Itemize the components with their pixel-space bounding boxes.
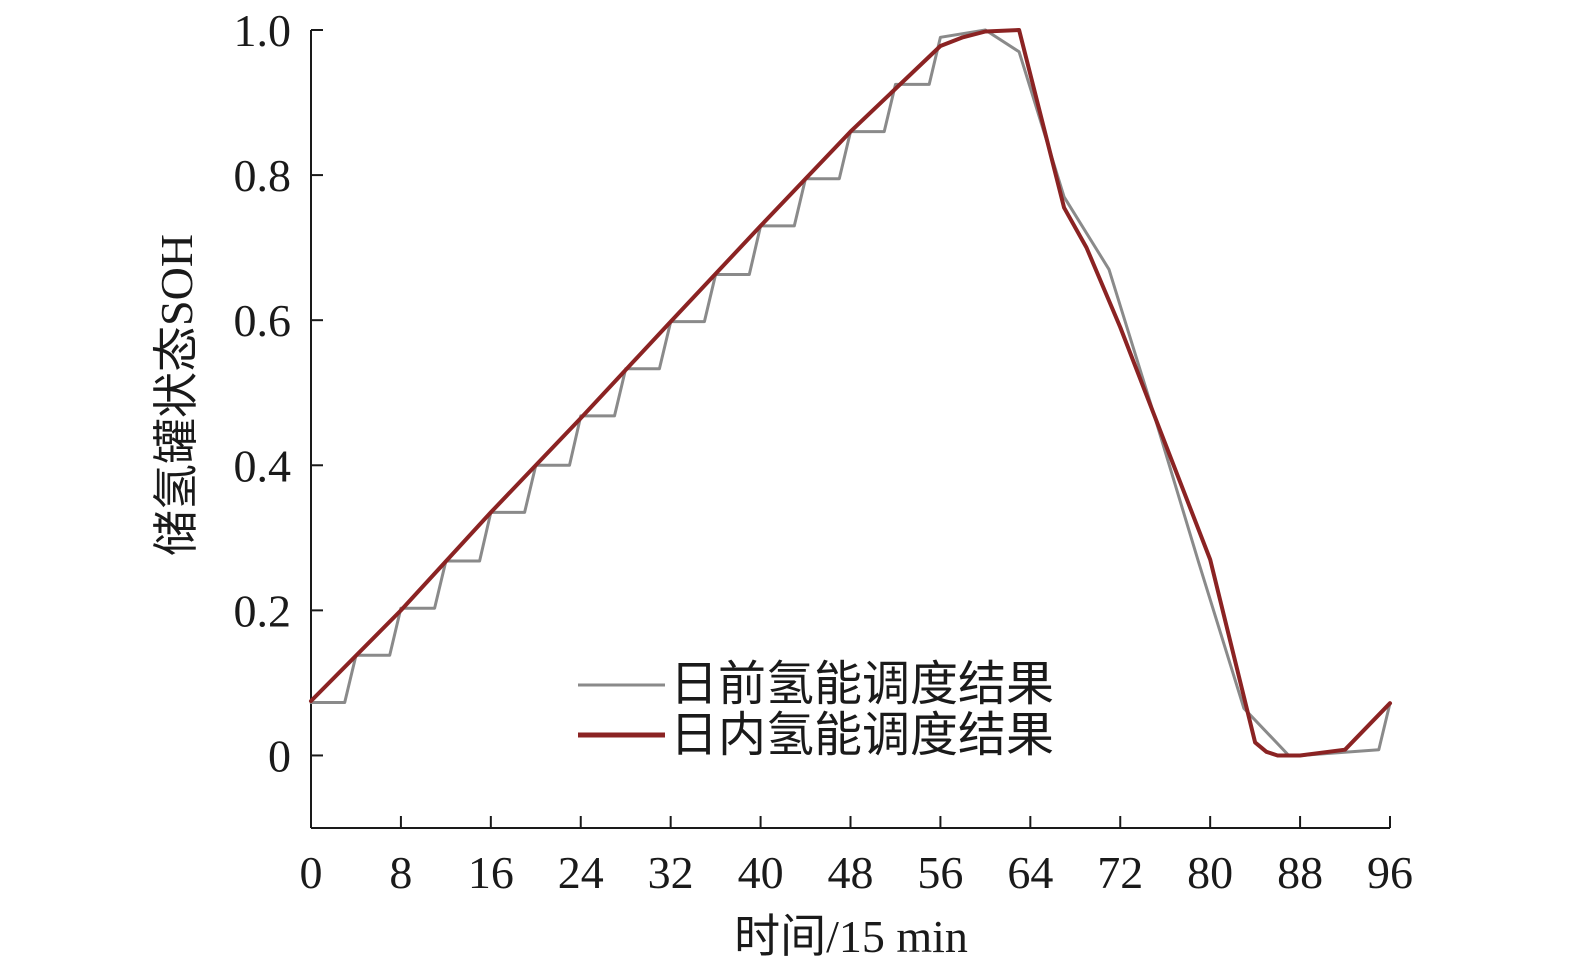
legend-label-series-1: 日内氢能调度结果 [670, 709, 1054, 762]
axes: 0 8 16 24 32 40 48 56 64 72 80 88 96 0 0.2 0.4 0.6 0.8 1.0 [234, 5, 1414, 898]
y-tick-label: 0.8 [234, 150, 292, 201]
legend: 日前氢能调度结果 日内氢能调度结果 [578, 658, 1054, 762]
x-tick-label: 40 [738, 847, 784, 898]
series-layer [309, 28, 1392, 758]
x-tick-label: 88 [1277, 847, 1323, 898]
series-line-1 [309, 28, 1392, 758]
series-line-0 [309, 28, 1392, 757]
y-tick-label: 0.4 [234, 440, 292, 491]
x-tick-label: 48 [828, 847, 874, 898]
x-axis-label: 时间/15 min [734, 911, 968, 962]
x-tick-label: 0 [300, 847, 323, 898]
y-tick-label: 1.0 [234, 5, 292, 56]
x-tick-label: 8 [389, 847, 412, 898]
x-tick-label: 64 [1007, 847, 1053, 898]
x-tick-label: 80 [1187, 847, 1233, 898]
x-tick-label: 72 [1097, 847, 1143, 898]
x-tick-label: 96 [1367, 847, 1413, 898]
y-axis-label: 储氢罐状态SOH [151, 234, 202, 556]
y-tick-label: 0.2 [234, 585, 292, 636]
x-tick-label: 24 [558, 847, 604, 898]
x-tick-label: 32 [648, 847, 694, 898]
x-tick-label: 56 [917, 847, 963, 898]
y-tick-label: 0 [268, 730, 291, 781]
x-tick-label: 16 [468, 847, 514, 898]
legend-label-series-0: 日前氢能调度结果 [670, 658, 1054, 711]
y-tick-label: 0.6 [234, 295, 292, 346]
